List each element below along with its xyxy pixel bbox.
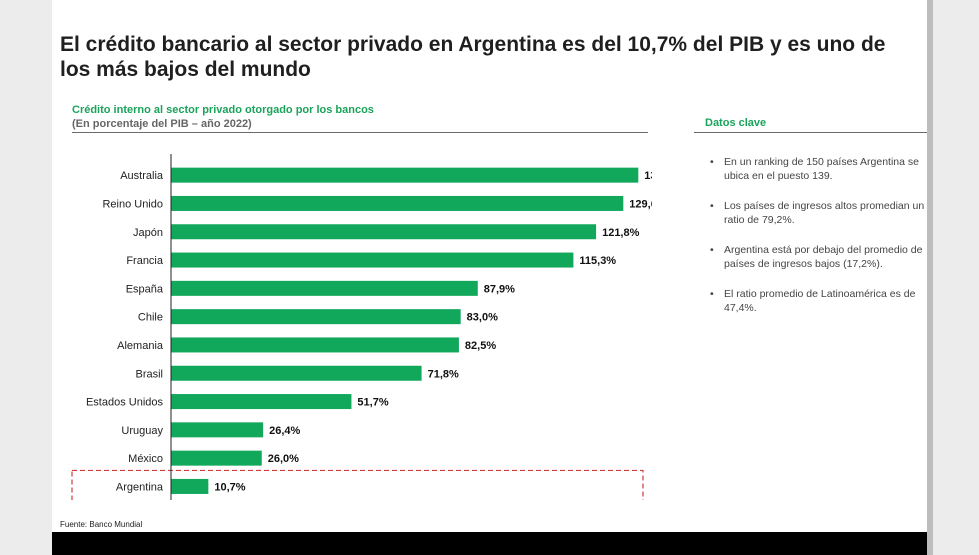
value-label: 121,8%: [602, 227, 640, 239]
bullet-icon: •: [710, 156, 714, 168]
key-fact-text: Argentina está por debajo del promedio d…: [724, 244, 923, 270]
bar-chile: [171, 309, 461, 325]
bar-méxico: [171, 450, 262, 466]
value-label: 87,9%: [484, 283, 515, 295]
key-fact-item: • El ratio promedio de Latinoamérica es d…: [710, 287, 925, 315]
value-label: 133,9%: [644, 170, 652, 182]
category-label: Chile: [138, 312, 163, 324]
bar-españa: [171, 280, 478, 296]
category-label: Argentina: [116, 481, 164, 493]
bottom-bar: [52, 532, 927, 555]
highlight-box: [71, 469, 644, 500]
key-facts-list: • En un ranking de 150 países Argentina s…: [710, 155, 925, 331]
bar-brasil: [171, 365, 422, 381]
side-panel-rule: [694, 132, 927, 133]
key-fact-text: Los países de ingresos altos promedian u…: [724, 200, 925, 226]
key-fact-item: • Los países de ingresos altos promedian …: [710, 199, 925, 227]
value-label: 83,0%: [467, 312, 498, 324]
bullet-icon: •: [710, 244, 714, 256]
chart-subtitle: (En porcentaje del PIB – año 2022): [72, 118, 252, 130]
chart-title-rule: [72, 132, 648, 133]
value-label: 82,5%: [465, 340, 496, 352]
value-label: 26,4%: [269, 425, 300, 437]
bar-reino-unido: [171, 195, 624, 211]
bar-francia: [171, 252, 574, 268]
category-label: España: [126, 283, 164, 295]
source-note: Fuente: Banco Mundial: [60, 520, 143, 529]
key-fact-item: • En un ranking de 150 países Argentina s…: [710, 155, 925, 183]
value-label: 51,7%: [357, 397, 388, 409]
key-fact-text: En un ranking de 150 países Argentina se…: [724, 156, 919, 182]
value-label: 115,3%: [579, 255, 616, 267]
category-label: Uruguay: [121, 425, 163, 437]
category-label: Alemania: [117, 340, 164, 352]
slide-title: El crédito bancario al sector privado en…: [60, 33, 886, 81]
value-label: 129,6%: [629, 198, 652, 210]
slide: El crédito bancario al sector privado en…: [52, 0, 927, 555]
bar-alemania: [171, 337, 459, 353]
bar-uruguay: [171, 422, 264, 438]
bullet-icon: •: [710, 200, 714, 212]
category-label: Estados Unidos: [86, 397, 164, 409]
category-label: México: [128, 453, 163, 465]
key-fact-text: El ratio promedio de Latinoamérica es de…: [724, 288, 916, 314]
bar-argentina: [171, 478, 209, 494]
category-label: Brasil: [135, 368, 163, 380]
bar-chart: Australia 133,9% Reino Unido 129,6% Japón 121…: [71, 154, 652, 500]
bar-japón: [171, 224, 597, 240]
bar-estados-unidos: [171, 394, 352, 410]
category-label: Japón: [133, 227, 163, 239]
chart-title: Crédito interno al sector privado otorga…: [72, 104, 374, 116]
value-label: 10,7%: [214, 481, 245, 493]
bar-australia: [171, 167, 639, 183]
side-panel-heading: Datos clave: [705, 117, 767, 129]
value-label: 26,0%: [268, 453, 299, 465]
category-label: Francia: [126, 255, 164, 267]
category-label: Reino Unido: [102, 198, 163, 210]
category-label: Australia: [120, 170, 164, 182]
value-label: 71,8%: [428, 368, 459, 380]
bullet-icon: •: [710, 288, 714, 300]
key-fact-item: • Argentina está por debajo del promedio …: [710, 243, 925, 271]
right-shadow: [927, 0, 933, 555]
